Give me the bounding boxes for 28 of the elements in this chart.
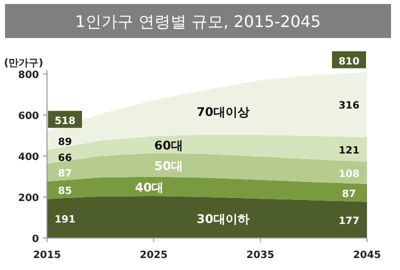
x-tick-label: 2025 [140,250,168,261]
data-label: 108 [338,168,360,180]
series-label: 70대이상 [196,104,250,119]
series-label: 50대 [154,159,183,174]
data-label: 87 [342,188,356,200]
data-label: 316 [338,100,360,112]
series-label: 60대 [154,138,183,153]
x-tick-label: 2015 [33,250,61,261]
data-label: 89 [58,136,72,148]
data-label: 121 [338,145,360,156]
y-axis-title: (만가구) [4,58,44,69]
chart-title: 1인가구 연령별 규모, 2015-2045 [75,12,321,31]
y-tick-label: 200 [18,193,40,204]
total-label: 810 [338,56,360,68]
data-label: 177 [338,216,360,227]
y-tick-label: 0 [32,234,40,245]
series-label: 40대 [135,180,164,194]
data-label: 66 [58,152,72,164]
total-label: 518 [54,116,76,127]
x-tick-label: 2035 [246,250,274,261]
series-label: 30대이하 [196,212,250,226]
y-tick-label: 600 [18,111,40,122]
x-tick-label: 2045 [353,250,381,261]
data-label: 85 [58,186,72,198]
y-tick-label: 400 [18,152,40,164]
data-label: 87 [58,168,72,180]
y-tick-label: 800 [18,70,40,82]
data-label: 191 [54,214,76,226]
